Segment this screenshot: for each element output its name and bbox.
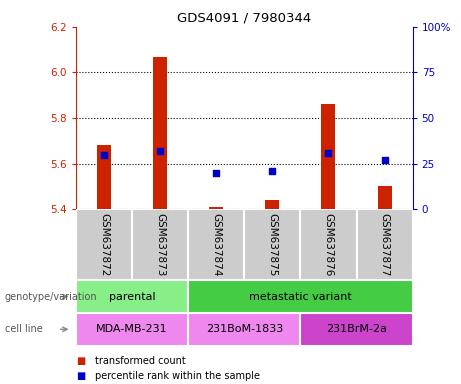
FancyBboxPatch shape [356, 209, 413, 280]
Text: transformed count: transformed count [95, 356, 185, 366]
FancyBboxPatch shape [301, 313, 413, 346]
FancyBboxPatch shape [301, 209, 356, 280]
Text: metastatic variant: metastatic variant [249, 291, 352, 302]
Bar [153, 56, 167, 209]
FancyBboxPatch shape [76, 209, 132, 280]
Text: ■: ■ [76, 371, 85, 381]
FancyBboxPatch shape [188, 209, 244, 280]
Text: ■: ■ [76, 356, 85, 366]
Text: GSM637873: GSM637873 [155, 213, 165, 276]
Point [269, 168, 276, 174]
Text: parental: parental [109, 291, 155, 302]
Text: 231BrM-2a: 231BrM-2a [326, 324, 387, 334]
Text: GSM637876: GSM637876 [324, 213, 333, 276]
Text: cell line: cell line [5, 324, 42, 334]
Bar [266, 200, 279, 209]
Text: percentile rank within the sample: percentile rank within the sample [95, 371, 260, 381]
FancyBboxPatch shape [76, 280, 188, 313]
Point [325, 150, 332, 156]
Text: 231BoM-1833: 231BoM-1833 [206, 324, 283, 334]
Bar [378, 187, 391, 209]
Text: MDA-MB-231: MDA-MB-231 [96, 324, 168, 334]
Text: genotype/variation: genotype/variation [5, 291, 97, 302]
Point [213, 170, 220, 176]
Bar [209, 207, 223, 209]
Text: GSM637874: GSM637874 [211, 213, 221, 276]
Point [156, 148, 164, 154]
FancyBboxPatch shape [188, 313, 301, 346]
Point [381, 157, 388, 163]
Text: GSM637872: GSM637872 [99, 213, 109, 276]
FancyBboxPatch shape [76, 313, 188, 346]
FancyBboxPatch shape [132, 209, 188, 280]
Text: GSM637875: GSM637875 [267, 213, 278, 276]
Title: GDS4091 / 7980344: GDS4091 / 7980344 [177, 11, 312, 24]
Point [100, 152, 108, 158]
FancyBboxPatch shape [244, 209, 301, 280]
Bar [321, 104, 336, 209]
FancyBboxPatch shape [188, 280, 413, 313]
Bar [97, 146, 111, 209]
Text: GSM637877: GSM637877 [379, 213, 390, 276]
